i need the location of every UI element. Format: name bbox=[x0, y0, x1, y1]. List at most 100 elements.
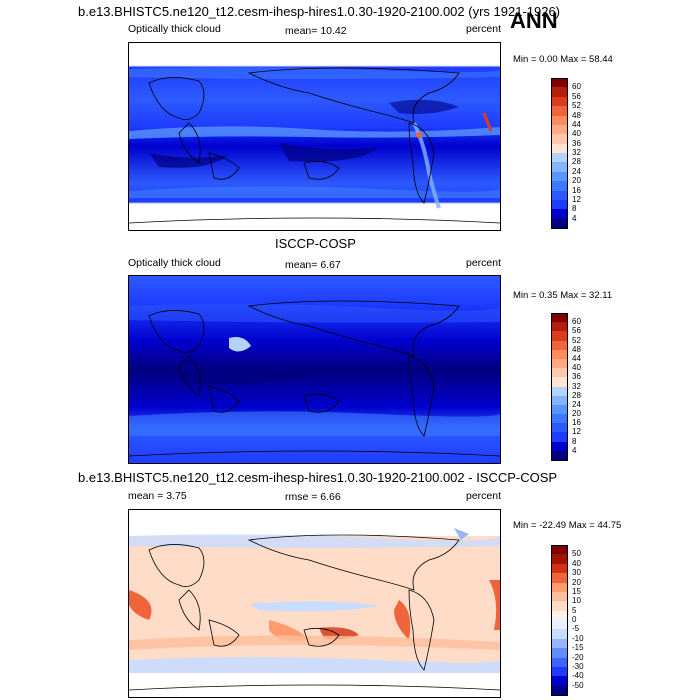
panel1-map bbox=[128, 42, 501, 231]
colorbar-cell bbox=[551, 414, 568, 424]
colorbar-tick-label: 12 bbox=[572, 427, 581, 437]
colorbar-tick-label: -5 bbox=[572, 624, 580, 634]
colorbar-tick-label: 30 bbox=[572, 568, 581, 578]
colorbar-cell bbox=[551, 610, 568, 621]
colorbar-cell bbox=[551, 395, 568, 406]
colorbar-cell bbox=[551, 209, 568, 220]
colorbar-tick-label: -15 bbox=[572, 643, 584, 653]
colorbar-tick-label: -40 bbox=[572, 671, 584, 681]
panel1-variable-label: Optically thick cloud bbox=[128, 23, 221, 35]
colorbar-cell bbox=[551, 638, 568, 649]
colorbar-cell bbox=[551, 181, 568, 191]
colorbar-cell bbox=[551, 582, 568, 593]
colorbar-tick-label: 0 bbox=[572, 615, 577, 624]
colorbar-cell bbox=[551, 554, 568, 565]
colorbar-tick-label: 28 bbox=[572, 157, 581, 167]
colorbar-cell bbox=[551, 218, 568, 229]
colorbar-tick-label: 32 bbox=[572, 148, 581, 157]
colorbar-tick-label: 48 bbox=[572, 110, 581, 120]
colorbar-cell bbox=[551, 666, 568, 677]
panel2-title: ISCCP-COSP bbox=[275, 236, 356, 251]
colorbar-cell bbox=[551, 87, 568, 98]
colorbar-cell bbox=[551, 143, 568, 154]
colorbar-cell bbox=[551, 358, 568, 369]
panel3-units: percent bbox=[466, 490, 502, 502]
panel3-rmse: rmse = 6.66 bbox=[285, 491, 341, 503]
colorbar-cell bbox=[551, 106, 568, 116]
colorbar-cell bbox=[551, 313, 568, 323]
colorbar-cell bbox=[551, 563, 568, 574]
colorbar-tick-label: 36 bbox=[572, 372, 581, 382]
colorbar-cell bbox=[551, 171, 568, 182]
colorbar-tick-label: 20 bbox=[572, 176, 581, 186]
colorbar-cell bbox=[551, 340, 568, 351]
panel3-colorbar: 50 40 30 20 15 10 5 0 -5 -10 -15 -20 -30 -40 -50 bbox=[551, 545, 591, 696]
colorbar-tick-label: 32 bbox=[572, 381, 581, 391]
colorbar-tick-label: 8 bbox=[572, 436, 577, 446]
colorbar-tick-label: 40 bbox=[572, 558, 581, 568]
colorbar-cell bbox=[551, 629, 568, 640]
panel2-minmax: Min = 0.35 Max = 32.11 bbox=[513, 290, 613, 301]
colorbar-tick-label: -30 bbox=[572, 661, 584, 671]
colorbar-cell bbox=[551, 322, 568, 332]
panel1-title: b.e13.BHISTC5.ne120_t12.cesm-ihesp-hires… bbox=[78, 4, 561, 19]
colorbar-cell bbox=[551, 331, 568, 342]
colorbar-tick-label: 56 bbox=[572, 91, 581, 101]
panel1-colorbar: 60 56 52 48 44 40 36 32 28 24 20 16 12 8 4 bbox=[551, 78, 591, 229]
colorbar-tick-label: 12 bbox=[572, 194, 581, 204]
panel2-mean: mean= 6.67 bbox=[285, 259, 341, 271]
colorbar-cell bbox=[551, 124, 568, 135]
colorbar-cell bbox=[551, 96, 568, 107]
panel2-colorbar: 60 56 52 48 44 40 36 32 28 24 20 16 12 8 4 bbox=[551, 313, 591, 461]
panel1-minmax: Min = 0.00 Max = 58.44 bbox=[513, 54, 613, 65]
colorbar-cell bbox=[551, 545, 568, 555]
colorbar-tick-label: 10 bbox=[572, 596, 581, 606]
colorbar-tick-label: 50 bbox=[572, 549, 581, 559]
colorbar-cell bbox=[551, 573, 568, 583]
panel2-map bbox=[128, 275, 501, 464]
colorbar-cell bbox=[551, 648, 568, 658]
colorbar-tick-label: 40 bbox=[572, 129, 581, 139]
colorbar-tick-label: 48 bbox=[572, 344, 581, 354]
colorbar-tick-label: 60 bbox=[572, 82, 581, 92]
colorbar-tick-label: 5 bbox=[572, 605, 577, 615]
panel2-units: percent bbox=[466, 257, 502, 269]
colorbar-tick-label: -50 bbox=[572, 680, 584, 690]
colorbar-cell bbox=[551, 450, 568, 461]
colorbar-cell bbox=[551, 78, 568, 88]
colorbar-tick-label: 44 bbox=[572, 119, 581, 129]
colorbar-tick-label: 56 bbox=[572, 326, 581, 336]
colorbar-cell bbox=[551, 676, 568, 687]
colorbar-tick-label: 20 bbox=[572, 577, 581, 587]
colorbar-tick-label: 16 bbox=[572, 185, 581, 195]
colorbar-tick-label: 28 bbox=[572, 390, 581, 400]
colorbar-cell bbox=[551, 190, 568, 201]
colorbar-cell bbox=[551, 432, 568, 443]
panel3-map bbox=[128, 509, 501, 698]
colorbar-cell bbox=[551, 134, 568, 145]
colorbar-tick-label: 40 bbox=[572, 363, 581, 373]
colorbar-tick-label: 24 bbox=[572, 399, 581, 409]
colorbar-cell bbox=[551, 349, 568, 360]
colorbar-tick-label: 4 bbox=[572, 445, 577, 455]
panel3-title: b.e13.BHISTC5.ne120_t12.cesm-ihesp-hires… bbox=[78, 470, 558, 485]
colorbar-cell bbox=[551, 404, 568, 415]
colorbar-tick-label: 52 bbox=[572, 101, 581, 111]
colorbar-tick-label: 60 bbox=[572, 317, 581, 327]
colorbar-tick-label: 4 bbox=[572, 213, 577, 223]
panel3-minmax: Min = -22.49 Max = 44.75 bbox=[513, 520, 622, 531]
panel3-mean: mean = 3.75 bbox=[128, 490, 187, 502]
colorbar-tick-label: -20 bbox=[572, 652, 584, 662]
colorbar-tick-label: -10 bbox=[572, 633, 584, 643]
colorbar-cell bbox=[551, 115, 568, 126]
colorbar-tick-label: 24 bbox=[572, 166, 581, 176]
colorbar-cell bbox=[551, 657, 568, 668]
colorbar-cell bbox=[551, 199, 568, 210]
colorbar-cell bbox=[551, 377, 568, 387]
colorbar-cell bbox=[551, 591, 568, 602]
colorbar-tick-label: 8 bbox=[572, 204, 577, 214]
panel1-units: percent bbox=[466, 23, 502, 35]
colorbar-tick-label: 44 bbox=[572, 353, 581, 363]
colorbar-tick-label: 52 bbox=[572, 335, 581, 345]
colorbar-cell bbox=[551, 620, 568, 630]
